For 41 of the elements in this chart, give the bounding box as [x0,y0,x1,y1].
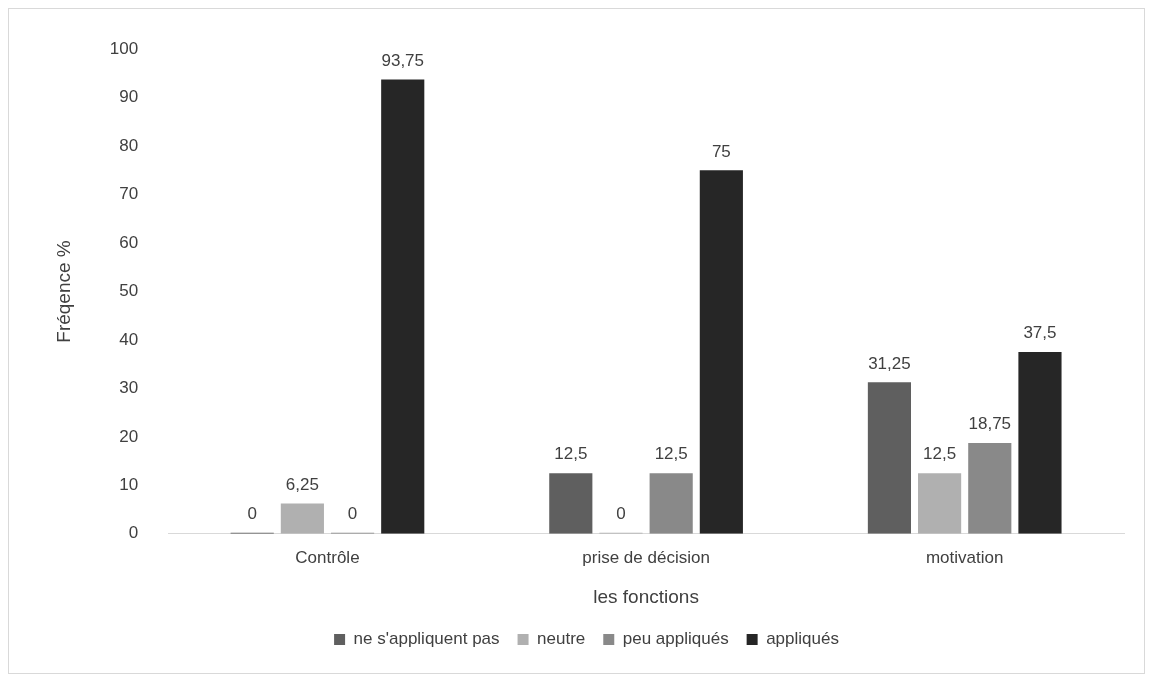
data-label: 12,5 [923,444,957,464]
bar [549,473,593,534]
x-axis-title: les fonctions [593,585,699,607]
bar [699,170,743,534]
y-tick-label: 10 [119,475,139,495]
data-label: 37,5 [1023,323,1057,343]
bar [918,473,962,534]
y-tick-label: 0 [128,523,139,543]
data-label: 12,5 [554,444,588,464]
bar [968,442,1012,534]
y-tick-label: 50 [119,281,139,301]
x-tick-label: prise de décision [582,547,710,567]
data-label: 6,25 [285,474,319,494]
y-tick-label: 70 [119,184,139,204]
data-label: 12,5 [654,444,688,464]
y-tick-label: 100 [109,38,139,58]
bar [1018,352,1062,534]
data-label: 93,75 [381,50,425,70]
y-tick-label: 80 [119,135,139,155]
data-label: 0 [247,503,257,523]
data-label: 18,75 [968,414,1012,434]
bar [381,79,425,534]
data-label: 0 [616,503,626,523]
data-label: 75 [711,141,731,161]
y-axis-title: Fréqence % [52,240,74,343]
bar [867,382,911,534]
legend-label: neutre [537,629,586,649]
data-label: 31,25 [868,353,911,373]
y-tick-label: 60 [119,232,139,252]
y-tick-label: 20 [119,426,139,446]
bar [280,503,324,534]
legend-label: appliqués [766,629,839,649]
legend-label: peu appliqués [622,629,729,649]
x-tick-label: motivation [925,547,1004,567]
data-label: 0 [347,503,358,523]
legend-label: ne s'appliquent pas [353,629,500,649]
bar [649,473,693,534]
y-tick-label: 90 [119,87,139,107]
x-tick-label: Contrôle [295,547,360,567]
y-tick-label: 30 [119,378,139,398]
y-tick-label: 40 [119,329,139,349]
